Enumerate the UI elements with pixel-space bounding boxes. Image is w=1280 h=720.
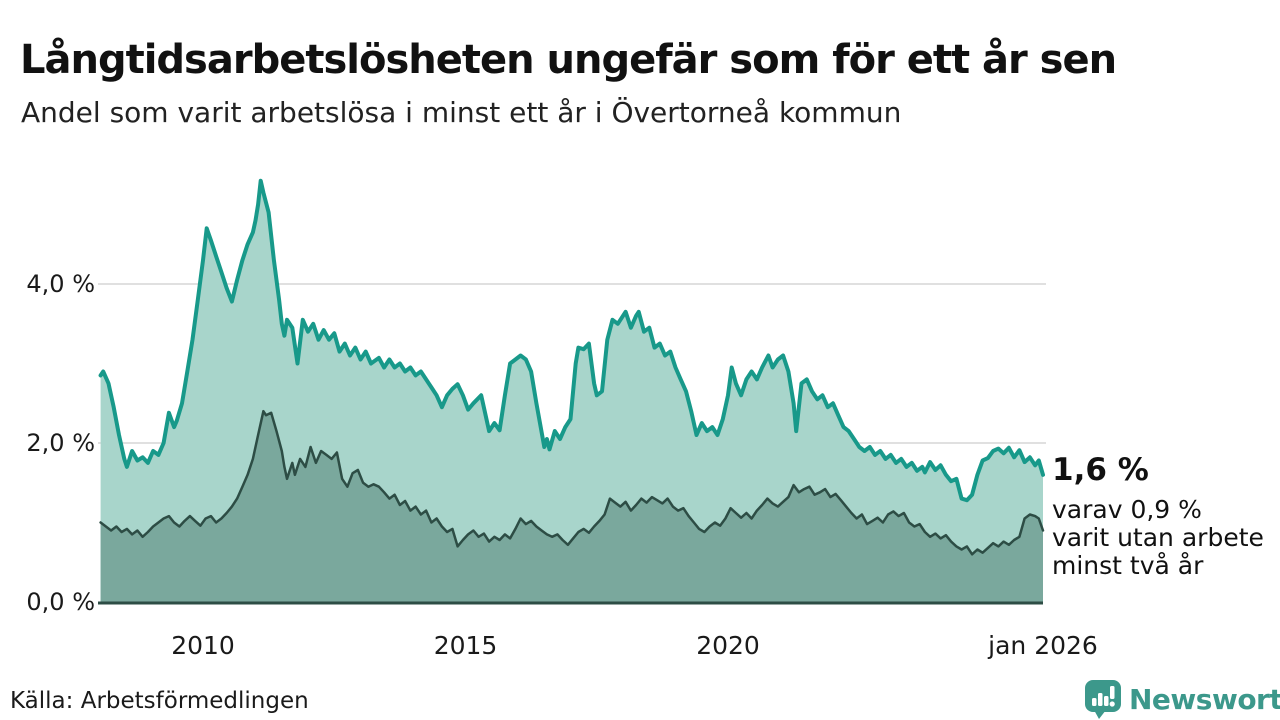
x-axis-tick-label: jan 2026 bbox=[988, 631, 1098, 660]
chart-title: Långtidsarbetslösheten ungefär som för e… bbox=[20, 36, 1117, 83]
newsworthy-wordmark: Newsworthy bbox=[1129, 683, 1280, 716]
x-axis-tick-label: 2010 bbox=[171, 631, 235, 660]
annotation-line-1: varav 0,9 % bbox=[1052, 495, 1202, 524]
chart-subtitle: Andel som varit arbetslösa i minst ett å… bbox=[21, 96, 902, 129]
y-axis-tick-label: 2,0 % bbox=[26, 429, 95, 457]
annotation-line-2: varit utan arbete bbox=[1052, 523, 1264, 552]
x-axis-tick-label: 2020 bbox=[696, 631, 760, 660]
newsworthy-logo[interactable]: Newsworthy bbox=[1084, 679, 1280, 720]
series-line-min-1yr bbox=[98, 178, 1045, 503]
series-line-min-2yr bbox=[99, 409, 1045, 556]
annotation-line-3: minst två år bbox=[1052, 551, 1204, 580]
end-value-annotation: 1,6 % varav 0,9 % varit utan arbete mins… bbox=[1052, 452, 1277, 580]
x-axis-tick-label: 2015 bbox=[433, 631, 498, 660]
newsworthy-icon bbox=[1085, 680, 1121, 719]
y-axis-tick-label: 4,0 % bbox=[26, 270, 95, 298]
source-label: Källa: Arbetsförmedlingen bbox=[10, 688, 309, 714]
latest-value-label: 1,6 % bbox=[1052, 452, 1149, 488]
series-area-min-2yr bbox=[100, 411, 1044, 602]
y-axis-tick-label: 0,0 % bbox=[26, 588, 95, 616]
